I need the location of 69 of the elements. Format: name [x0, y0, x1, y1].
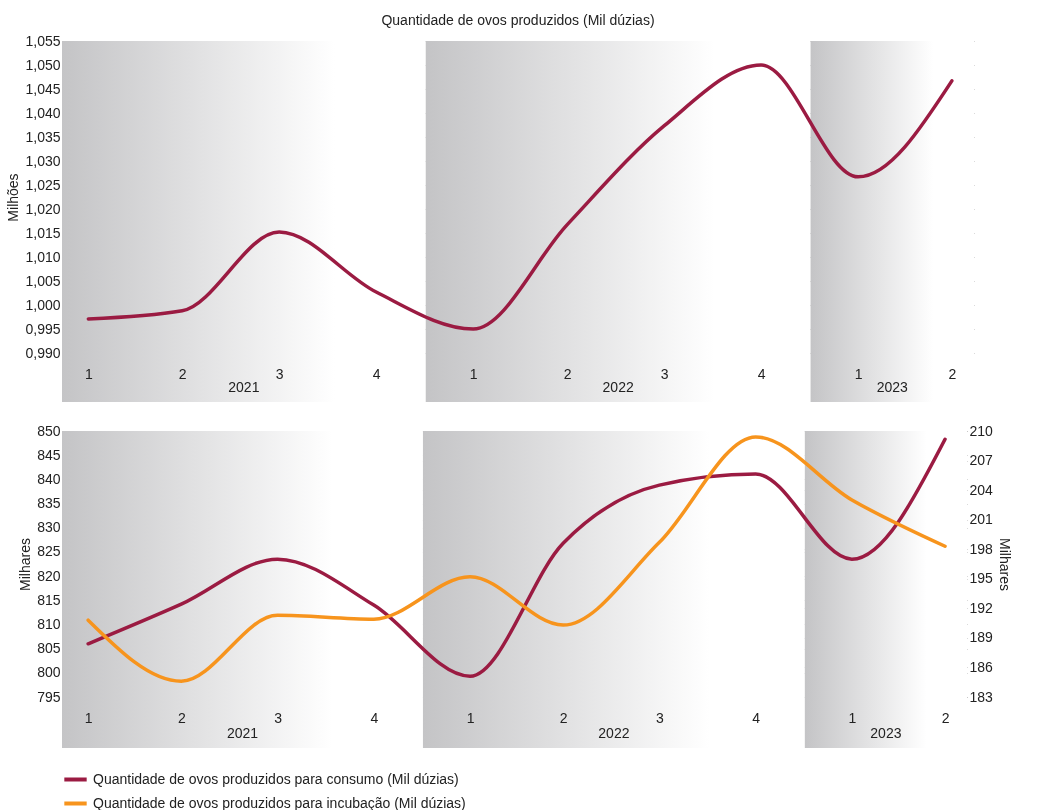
x-tick-label: 2	[178, 365, 187, 382]
x-tick-label: 2	[941, 709, 950, 726]
x-tick-label: 1	[469, 365, 478, 382]
y2-tick-label: 195	[969, 570, 994, 587]
y-tick-label: 1,040	[25, 104, 61, 121]
y2-tick-label: 207	[969, 452, 994, 469]
y-axis-title: Milhares	[17, 538, 34, 591]
y-tick-label: 820	[37, 567, 61, 584]
y-tick-label: 1,025	[25, 176, 61, 193]
legend-label: Quantidade de ovos produzidos para incubação (Mil dúzias)	[93, 794, 466, 810]
y-tick-label: 850	[37, 422, 61, 439]
x-tick-label: 2	[563, 365, 572, 382]
y-tick-label: 845	[37, 446, 61, 463]
y-tick-label: 1,030	[25, 152, 61, 169]
y-tick-label: 1,010	[25, 248, 61, 265]
x-tick-label: 2	[559, 709, 568, 726]
x-tick-label: 4	[372, 365, 381, 382]
y2-tick-label: 204	[969, 481, 994, 498]
y2-tick-label: 201	[969, 511, 994, 528]
x-tick-label: 1	[854, 365, 863, 382]
y-tick-label: 830	[37, 519, 61, 536]
chart-title: Quantidade de ovos produzidos (Mil dúzias)	[381, 12, 655, 28]
y-tick-label: 0,990	[25, 344, 61, 361]
y2-tick-label: 183	[969, 688, 994, 705]
band-label: 2022	[602, 379, 634, 395]
x-tick-label: 2	[948, 365, 957, 382]
y-tick-label: 805	[37, 640, 61, 657]
band-label: 2022	[598, 725, 630, 741]
y-tick-label: 1,050	[25, 56, 61, 73]
y2-tick-label: 210	[969, 422, 994, 439]
y-tick-label: 795	[37, 688, 61, 705]
band-label: 2021	[228, 379, 260, 395]
line-series	[86, 63, 954, 331]
y2-tick-label: 192	[969, 599, 994, 616]
y-tick-label: 1,000	[25, 296, 61, 313]
y-tick-label: 840	[37, 470, 61, 487]
y-tick-label: 1,045	[25, 80, 61, 97]
x-tick-label: 1	[848, 709, 857, 726]
y-tick-label: 815	[37, 591, 61, 608]
y-axis-title: Milhões	[5, 173, 22, 222]
y2-tick-label: 198	[969, 540, 994, 557]
y-tick-label: 1,015	[25, 224, 61, 241]
band-label: 2023	[876, 379, 909, 395]
y-tick-label: 810	[37, 615, 61, 632]
band-label: 2023	[870, 725, 902, 741]
x-tick-label: 4	[757, 365, 766, 382]
y-tick-label: 800	[37, 664, 61, 681]
y-tick-label: 0,995	[25, 320, 61, 337]
y2-axis-title: Milhares	[996, 538, 1013, 591]
y-tick-label: 1,035	[25, 128, 61, 145]
x-tick-label: 3	[274, 709, 283, 726]
x-tick-label: 1	[466, 709, 475, 726]
y-tick-label: 1,020	[25, 200, 61, 217]
x-tick-label: 4	[752, 709, 761, 726]
x-tick-label: 3	[660, 365, 669, 382]
y2-tick-label: 189	[969, 629, 994, 646]
y2-tick-label: 186	[969, 658, 994, 675]
y-tick-label: 1,055	[25, 32, 61, 49]
x-tick-label: 1	[84, 709, 93, 726]
y-tick-label: 1,005	[25, 272, 61, 289]
legend-label: Quantidade de ovos produzidos para consumo (Mil dúzias)	[93, 770, 459, 787]
y-tick-label: 835	[37, 495, 61, 512]
x-tick-label: 4	[370, 709, 379, 726]
x-tick-label: 3	[656, 709, 665, 726]
x-tick-label: 1	[84, 365, 93, 382]
x-tick-label: 2	[177, 709, 186, 726]
band-label: 2021	[226, 725, 259, 741]
x-tick-label: 3	[275, 365, 284, 382]
y-tick-label: 825	[37, 543, 61, 560]
